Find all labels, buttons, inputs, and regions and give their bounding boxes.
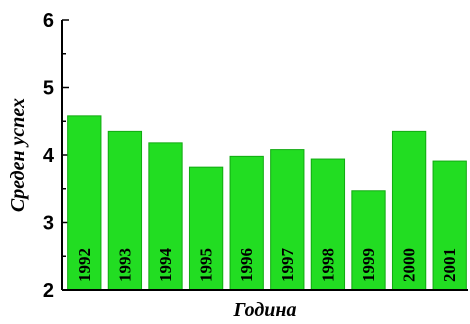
bar-1999 (351, 190, 386, 291)
bar-label-1994: 1994 (156, 248, 175, 283)
bar-label-1995: 1995 (197, 248, 216, 282)
y-tick-label: 2 (43, 280, 54, 302)
bar-2000 (391, 130, 427, 291)
bar-label-1998: 1998 (318, 248, 337, 282)
bar-label-2001: 2001 (440, 248, 459, 282)
bar-1997 (270, 149, 305, 291)
bar-1992 (67, 115, 102, 291)
bar-label-1999: 1999 (359, 248, 378, 282)
bar-label-1993: 1993 (115, 248, 134, 282)
y-tick-label: 3 (43, 213, 54, 235)
bar-label-1992: 1992 (75, 248, 94, 282)
bar-label-2000: 2000 (400, 248, 419, 282)
bar-labels: 1992 1993 1994 1995 1996 1997 1998 1999 2000 2001 (75, 248, 459, 283)
y-tick-label: 5 (43, 78, 54, 100)
y-axis-ticks: 2 3 4 5 6 (43, 10, 69, 302)
y-tick-label: 4 (43, 145, 55, 167)
bars (67, 115, 467, 291)
y-tick-label: 6 (43, 10, 54, 32)
bar-1998 (310, 158, 346, 291)
y-axis-title: Среден успех (7, 98, 29, 212)
bar-label-1996: 1996 (237, 248, 256, 282)
x-axis-title: Година (233, 299, 297, 321)
bar-label-1997: 1997 (278, 248, 297, 283)
